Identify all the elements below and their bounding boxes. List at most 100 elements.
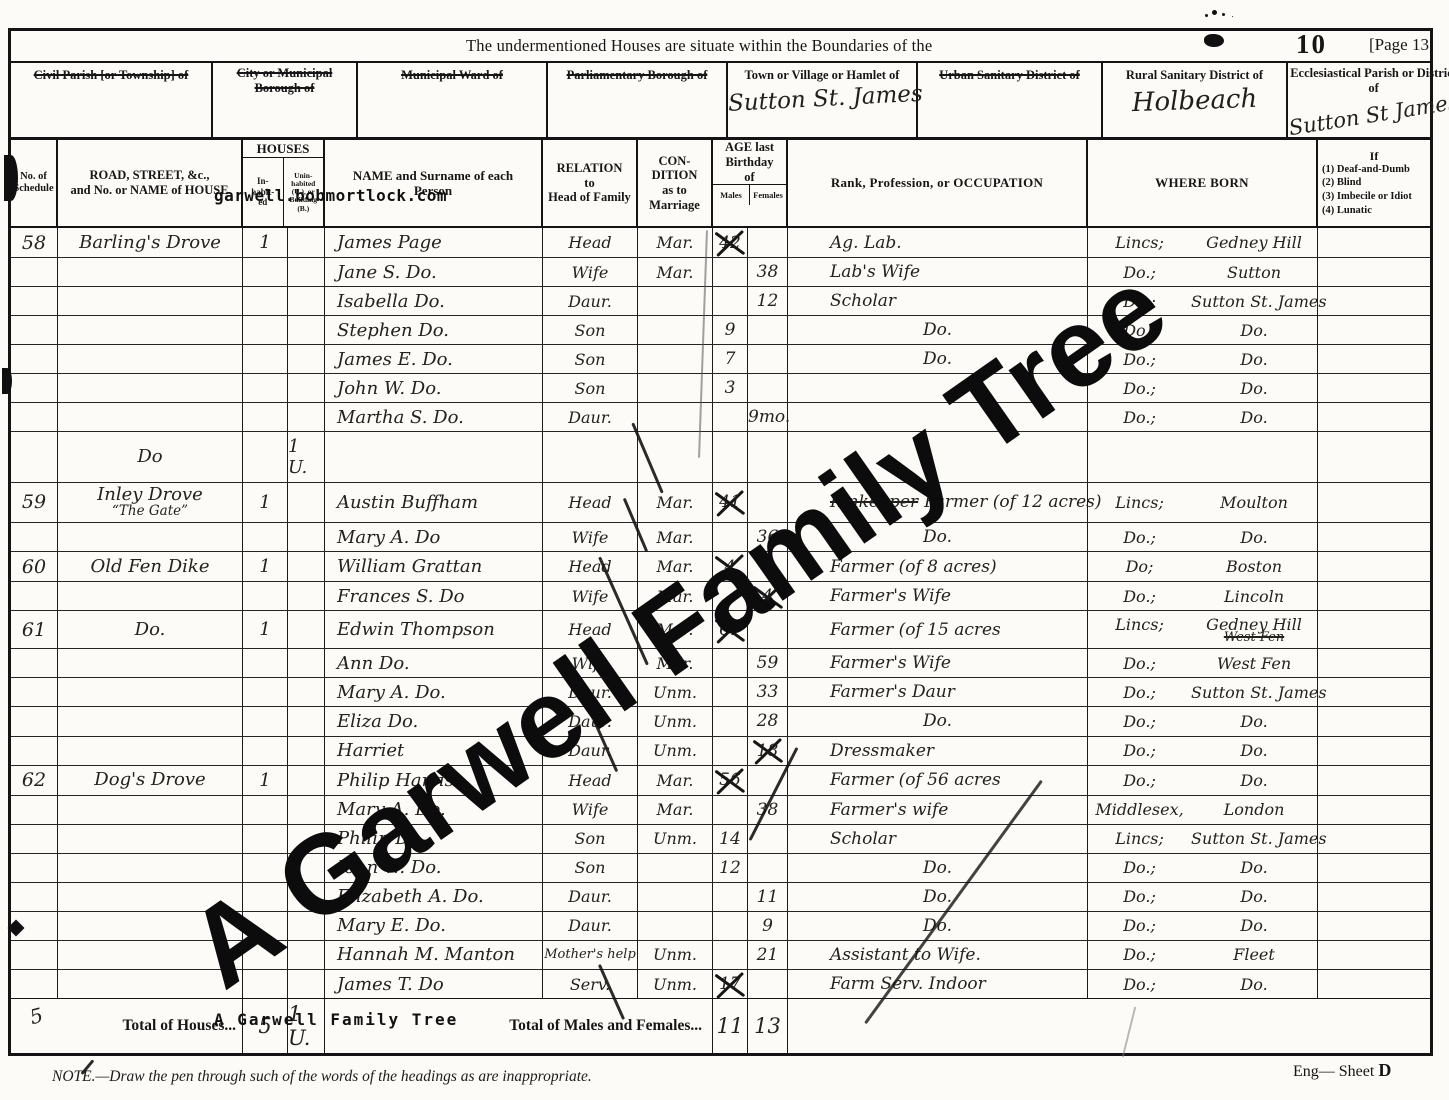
schedule-number: 58 [11, 228, 58, 258]
table-row: Frances S. Do Wife Mar. 4 Farmer's Wife … [11, 582, 1430, 612]
where-born: Lincs; Gedney Hill [1088, 228, 1318, 258]
uninhabited-mark [288, 882, 325, 911]
road-name: Do [58, 432, 243, 482]
occupation: Farm Serv. Indoor [788, 970, 1088, 999]
occupation: Do. [788, 853, 1088, 882]
table-row: Eliza Do. Daur. Unm. 28 Do. Do.; Do. [11, 707, 1430, 737]
occupation: Innkeeper Farmer (of 12 acres) [788, 482, 1102, 523]
where-born: Do.; Sutton St. James [1088, 287, 1327, 316]
page-reference: [Page 13 [1369, 35, 1429, 54]
footer-note: NOTE.—Draw the pen through such of the w… [52, 1068, 592, 1085]
col-header-where-born: WHERE BORN [1088, 140, 1318, 226]
marriage-condition: Mar. [638, 228, 713, 258]
age-male [713, 736, 748, 765]
age-male [713, 882, 748, 911]
uninhabited-mark [288, 736, 325, 765]
uninhabited-mark [288, 258, 325, 287]
schedule-number: 62 [11, 765, 58, 795]
where-born: Do.; Do. [1088, 853, 1318, 882]
table-row: John W. Do. Son 3 Do.; Do. [11, 374, 1430, 404]
occupation: Do. [788, 345, 1088, 374]
table-row: 61 Do. 1 Edwin Thompson Head Mar. 61 Far… [11, 611, 1430, 650]
district-header: Civil Parish [or Township] of City or Mu… [11, 63, 1449, 140]
col-header-name: NAME and Surname of each Person [325, 140, 543, 226]
inhabited-mark [243, 736, 288, 765]
age-male: 14 [713, 824, 748, 853]
infirmity-entry [1318, 345, 1430, 373]
inhabited-mark [243, 970, 288, 999]
table-row: 60 Old Fen Dike 1 William Grattan Head M… [11, 552, 1430, 583]
relation-to-head: Head [543, 482, 638, 523]
folio-number: 10 [1296, 29, 1327, 59]
uninhabited-mark [288, 403, 325, 432]
infirmity-entry [1318, 552, 1430, 581]
inhabited-mark [243, 432, 288, 482]
total-houses-inhabited: 5 [243, 999, 288, 1053]
total-houses-label: Total of Houses... [11, 999, 243, 1053]
occupation: Farmer's Wife [788, 582, 1088, 611]
marriage-condition: Unm. [638, 970, 713, 999]
infirmity-entry [1318, 523, 1430, 551]
age-female: 21 [748, 940, 788, 969]
road-name: Old Fen Dike [58, 552, 243, 582]
relation-to-head: Son [543, 316, 638, 345]
occupation: Assistant to Wife. [788, 940, 1088, 969]
infirmity-entry [1318, 374, 1430, 402]
infirmity-entry [1318, 403, 1430, 431]
infirmity-entry [1318, 970, 1430, 998]
uninhabited-mark [288, 707, 325, 736]
total-females: 13 [748, 999, 788, 1053]
infirmity-entry [1318, 707, 1430, 735]
inhabited-mark [243, 911, 288, 940]
marriage-condition: Mar. [638, 611, 713, 649]
inhabited-mark: 1 [243, 552, 288, 582]
infirmity-entry [1318, 766, 1430, 795]
marriage-condition: Unm. [638, 824, 713, 853]
schedule-number [11, 403, 58, 432]
person-name: James Page [325, 228, 543, 258]
where-born: Do.; Do. [1088, 970, 1318, 999]
total-males-females-label: Total of Males and Females... [325, 999, 713, 1053]
occupation: Farmer (of 15 acres [788, 611, 1088, 649]
person-name: Harriet [325, 736, 543, 765]
marriage-condition: Unm. [638, 736, 713, 765]
person-name: Austin Buffham [325, 482, 543, 523]
where-born [1088, 432, 1318, 482]
census-rows: 58 Barling's Drove 1 James Page Head Mar… [11, 228, 1430, 999]
title-band: The undermentioned Houses are situate wi… [11, 29, 1430, 63]
marriage-condition: Mar. [638, 482, 713, 523]
relation-to-head: Daur. [543, 911, 638, 940]
person-name: William Grattan [325, 552, 543, 582]
col-header-relation: RELATION to Head of Family [543, 140, 638, 226]
marriage-condition [638, 432, 713, 482]
road-name: Barling's Drove [58, 228, 243, 258]
relation-to-head: Wife [543, 258, 638, 287]
inhabited-mark [243, 403, 288, 432]
table-row: Ann Do. Wife Mar. 59 Farmer's Wife Do.; W… [11, 649, 1430, 679]
where-born: Do.; Do. [1088, 736, 1318, 765]
infirmity-entry [1318, 258, 1430, 286]
schedule-number [11, 258, 58, 287]
inhabited-mark [243, 649, 288, 678]
inhabited-mark [243, 853, 288, 882]
marriage-condition [638, 316, 713, 345]
uninhabited-mark [288, 523, 325, 552]
table-row: John W. Do. Son 12 Do. Do.; Do. [11, 853, 1430, 883]
marriage-condition [638, 882, 713, 911]
road-name [58, 523, 243, 552]
age-female: 4 [748, 582, 788, 611]
infirmity-entry [1318, 883, 1430, 911]
marriage-condition [638, 287, 713, 316]
road-name [58, 707, 243, 736]
age-female [748, 611, 788, 649]
table-row: Elizabeth A. Do. Daur. 11 Do. Do.; Do. [11, 882, 1430, 912]
relation-to-head: Wife [543, 523, 638, 552]
col-header-occupation: Rank, Profession, or OCCUPATION [788, 140, 1088, 226]
where-born: Do.; Do. [1088, 882, 1318, 911]
age-male: 42 [713, 228, 748, 258]
table-row: Do 1 U. [11, 432, 1430, 483]
road-name [58, 911, 243, 940]
marriage-condition: Mar. [638, 258, 713, 287]
where-born: Do.; Sutton [1088, 258, 1318, 287]
